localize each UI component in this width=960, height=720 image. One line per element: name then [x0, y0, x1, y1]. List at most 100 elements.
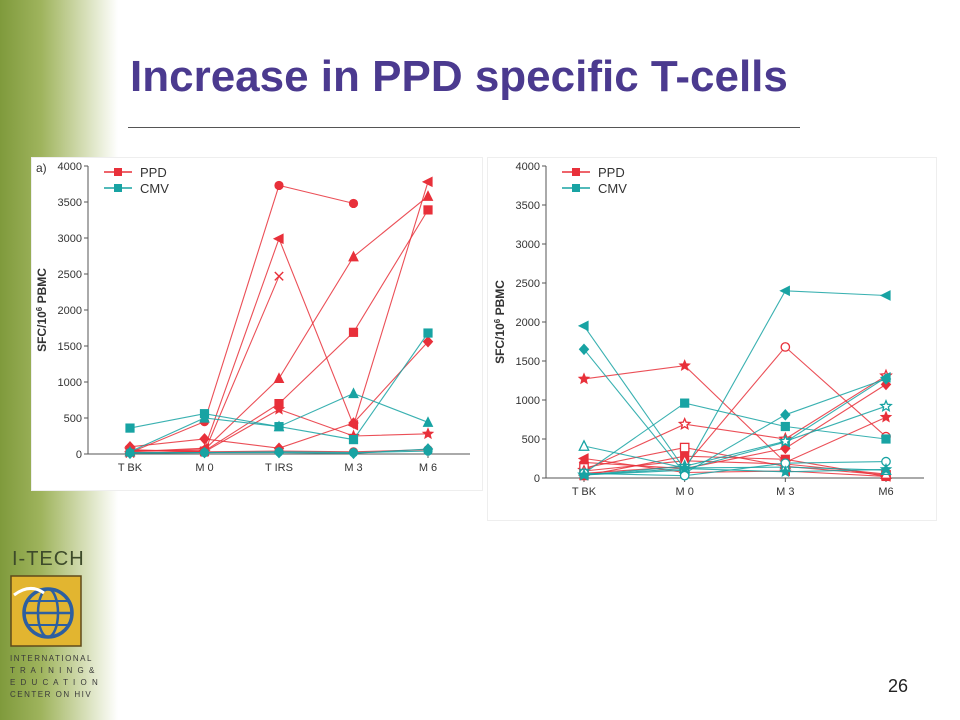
- page-number: 26: [888, 676, 909, 696]
- logo-brand: I-TECH: [12, 548, 85, 570]
- data-point: [780, 342, 791, 352]
- y-tick-label: 0: [76, 449, 82, 461]
- series-ppd: [125, 271, 284, 458]
- plot-area: 0 500 1000 1500 2000 2500 3000 3500 4000 T BK M 0 T…: [35, 161, 470, 474]
- series-ppd: [123, 176, 433, 458]
- series-line: [129, 184, 354, 454]
- data-point: [879, 410, 893, 423]
- logo-caption-line: E D U C A T I O N: [10, 678, 100, 687]
- series-line: [583, 290, 887, 476]
- data-point: [272, 402, 286, 415]
- legend-label: PPD: [598, 165, 625, 180]
- data-point: [780, 421, 790, 432]
- data-point: [272, 233, 284, 245]
- y-axis-label: SFC/106 PBMC: [493, 280, 508, 364]
- y-tick-label: 3500: [516, 200, 540, 212]
- data-point: [578, 439, 590, 451]
- x-tick-label: T BK: [118, 462, 143, 474]
- data-point: [679, 442, 690, 453]
- legend-marker: [572, 184, 580, 192]
- series-line: [583, 325, 887, 471]
- y-tick-label: 500: [64, 413, 82, 425]
- data-point: [348, 387, 359, 399]
- x-tick-label: T BK: [572, 486, 597, 498]
- data-point: [577, 372, 591, 385]
- data-point: [779, 465, 792, 478]
- series-line: [583, 405, 887, 476]
- data-point: [879, 399, 893, 413]
- legend-marker: [114, 168, 122, 176]
- data-point: [780, 409, 791, 421]
- y-tick-label: 3000: [58, 233, 82, 245]
- y-tick-label: 500: [522, 434, 540, 446]
- data-point: [421, 427, 435, 440]
- chart-right: 0 500 1000 1500 2000 2500 3000 3500 4000 T BK M 0 M…: [493, 161, 924, 498]
- data-point: [423, 328, 433, 338]
- panel-label: a): [36, 161, 47, 175]
- plot-area: 0 500 1000 1500 2000 2500 3000 3500 4000 T BK M 0 M…: [493, 161, 924, 498]
- title-divider: [128, 127, 800, 128]
- y-tick-label: 1000: [58, 377, 82, 389]
- data-point: [678, 359, 691, 371]
- series-ppd: [125, 205, 433, 456]
- data-point: [880, 373, 892, 385]
- data-point: [125, 447, 135, 458]
- series-ppd: [124, 190, 434, 456]
- logo-caption-line: T R A I N I N G &: [10, 666, 96, 675]
- y-tick-label: 2000: [58, 305, 82, 317]
- data-point: [348, 417, 359, 429]
- chart-right-panel: 0 500 1000 1500 2000 2500 3000 3500 4000 T BK M 0 M…: [488, 158, 936, 520]
- y-tick-label: 1500: [58, 341, 82, 353]
- series-line: [583, 375, 887, 471]
- data-point: [680, 398, 690, 408]
- data-point: [879, 290, 891, 301]
- logo-caption-line: CENTER ON HIV: [10, 690, 93, 699]
- x-tick-label: M6: [878, 486, 893, 498]
- data-point: [274, 180, 284, 191]
- series-cmv: [577, 285, 891, 481]
- series-line: [583, 468, 887, 476]
- y-tick-label: 4000: [58, 161, 82, 173]
- y-tick-label: 2500: [516, 278, 540, 290]
- chart-left-panel: 0 500 1000 1500 2000 2500 3000 3500 4000 T BK M 0 T…: [32, 158, 482, 490]
- x-tick-label: M 6: [419, 462, 437, 474]
- chart-left: 0 500 1000 1500 2000 2500 3000 3500 4000 T BK M 0 T…: [35, 161, 470, 474]
- data-point: [125, 423, 135, 433]
- legend-label: PPD: [140, 165, 167, 180]
- legend-label: CMV: [598, 181, 627, 196]
- legend-marker: [572, 168, 580, 176]
- series-line: [129, 209, 429, 452]
- legend-label: CMV: [140, 181, 169, 196]
- data-point: [273, 372, 285, 384]
- series-line: [583, 365, 887, 464]
- data-point: [881, 434, 891, 444]
- itech-logo: I-TECH INTERNATIONAL T R A I N I N G & E…: [10, 548, 100, 701]
- data-point: [199, 411, 210, 423]
- data-point: [423, 205, 433, 215]
- data-point: [778, 434, 793, 448]
- slide-title: Increase in PPD specific T-cells: [130, 52, 788, 101]
- y-axis-label: SFC/106 PBMC: [35, 268, 50, 352]
- data-point: [421, 176, 433, 188]
- data-point: [348, 198, 359, 209]
- x-tick-label: M 0: [675, 486, 693, 498]
- data-point: [273, 420, 285, 432]
- data-point: [199, 433, 210, 445]
- y-tick-label: 3500: [58, 197, 82, 209]
- legend-marker: [114, 184, 122, 192]
- x-tick-label: T IRS: [265, 462, 293, 474]
- data-point: [578, 343, 590, 356]
- data-point: [274, 447, 284, 457]
- x-tick-label: M 3: [776, 486, 794, 498]
- logo-caption-line: INTERNATIONAL: [10, 654, 93, 663]
- x-tick-label: M 0: [195, 462, 213, 474]
- data-point: [348, 327, 359, 337]
- data-point: [348, 434, 359, 445]
- data-point: [879, 462, 893, 475]
- series-line: [129, 195, 429, 452]
- series-line: [583, 346, 887, 474]
- globe-icon: [10, 575, 82, 647]
- data-point: [422, 190, 434, 201]
